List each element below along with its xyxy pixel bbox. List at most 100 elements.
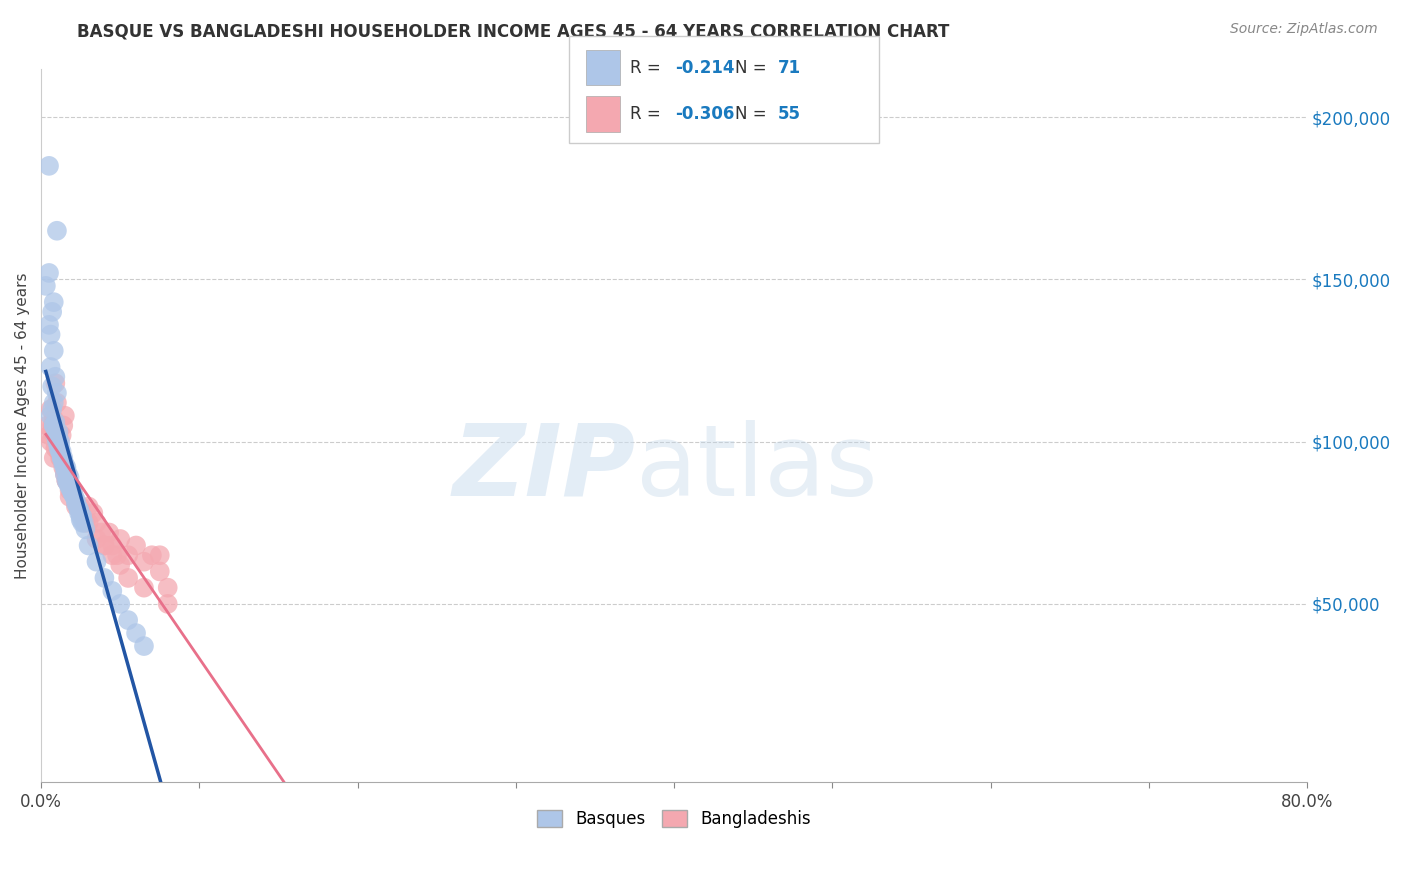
Point	[44, 376, 66, 391]
Point	[53, 460, 76, 475]
Point	[39, 402, 62, 417]
Point	[49, 450, 72, 465]
Point	[66, 500, 89, 514]
Text: 71: 71	[778, 59, 800, 77]
Point	[51, 450, 73, 465]
Point	[72, 509, 94, 524]
Point	[55, 474, 77, 488]
Point	[149, 565, 172, 579]
Point	[44, 428, 66, 442]
Point	[69, 506, 91, 520]
Point	[62, 483, 84, 498]
Text: ZIP: ZIP	[453, 420, 636, 516]
Point	[53, 467, 76, 482]
Point	[49, 438, 72, 452]
Point	[41, 425, 63, 439]
Text: atlas: atlas	[636, 420, 877, 516]
Legend: Basques, Bangladeshis: Basques, Bangladeshis	[530, 803, 818, 835]
Point	[42, 418, 65, 433]
Point	[75, 516, 97, 530]
Point	[55, 460, 77, 475]
Point	[65, 500, 87, 514]
Point	[65, 493, 87, 508]
Point	[44, 369, 66, 384]
Point	[110, 558, 132, 572]
Point	[117, 571, 139, 585]
Point	[55, 464, 77, 478]
Point	[60, 480, 83, 494]
Point	[132, 639, 155, 653]
Point	[125, 539, 148, 553]
Point	[56, 474, 79, 488]
Point	[38, 428, 60, 442]
Point	[53, 409, 76, 423]
Point	[132, 581, 155, 595]
Point	[39, 359, 62, 374]
Point	[125, 626, 148, 640]
Point	[62, 486, 84, 500]
Point	[69, 500, 91, 514]
Point	[117, 548, 139, 562]
Point	[90, 525, 112, 540]
Point	[48, 441, 70, 455]
Point	[51, 428, 73, 442]
Point	[55, 474, 77, 488]
Point	[86, 516, 108, 530]
Y-axis label: Householder Income Ages 45 - 64 years: Householder Income Ages 45 - 64 years	[15, 272, 30, 579]
Point	[42, 412, 65, 426]
Point	[77, 500, 100, 514]
Point	[48, 434, 70, 449]
Point	[49, 434, 72, 449]
Point	[53, 458, 76, 472]
Point	[56, 467, 79, 482]
Point	[86, 532, 108, 546]
Text: -0.306: -0.306	[675, 104, 734, 123]
Point	[42, 295, 65, 310]
Text: BASQUE VS BANGLADESHI HOUSEHOLDER INCOME AGES 45 - 64 YEARS CORRELATION CHART: BASQUE VS BANGLADESHI HOUSEHOLDER INCOME…	[77, 22, 949, 40]
Point	[93, 539, 115, 553]
Point	[39, 409, 62, 423]
Point	[58, 480, 80, 494]
Point	[53, 467, 76, 482]
Point	[77, 539, 100, 553]
Point	[38, 266, 60, 280]
Point	[52, 460, 75, 475]
Point	[156, 581, 179, 595]
Point	[39, 327, 62, 342]
Text: R =: R =	[630, 104, 666, 123]
Point	[58, 470, 80, 484]
Point	[105, 548, 128, 562]
Point	[67, 506, 90, 520]
Point	[82, 506, 104, 520]
Point	[58, 483, 80, 498]
Text: N =: N =	[735, 104, 772, 123]
Text: 55: 55	[778, 104, 800, 123]
Point	[60, 483, 83, 498]
Point	[42, 450, 65, 465]
Point	[49, 444, 72, 458]
Point	[45, 395, 67, 409]
Point	[45, 224, 67, 238]
Point	[49, 444, 72, 458]
Point	[149, 548, 172, 562]
Point	[69, 512, 91, 526]
Point	[38, 318, 60, 332]
Point	[41, 379, 63, 393]
Point	[63, 490, 86, 504]
Point	[75, 522, 97, 536]
Text: N =: N =	[735, 59, 772, 77]
Point	[37, 418, 59, 433]
Point	[41, 418, 63, 433]
Point	[110, 597, 132, 611]
Point	[156, 597, 179, 611]
Point	[56, 476, 79, 491]
Point	[42, 395, 65, 409]
Point	[38, 159, 60, 173]
Point	[41, 402, 63, 417]
Point	[72, 516, 94, 530]
Point	[141, 548, 163, 562]
Point	[41, 305, 63, 319]
Point	[52, 418, 75, 433]
Point	[73, 516, 96, 530]
Point	[101, 539, 124, 553]
